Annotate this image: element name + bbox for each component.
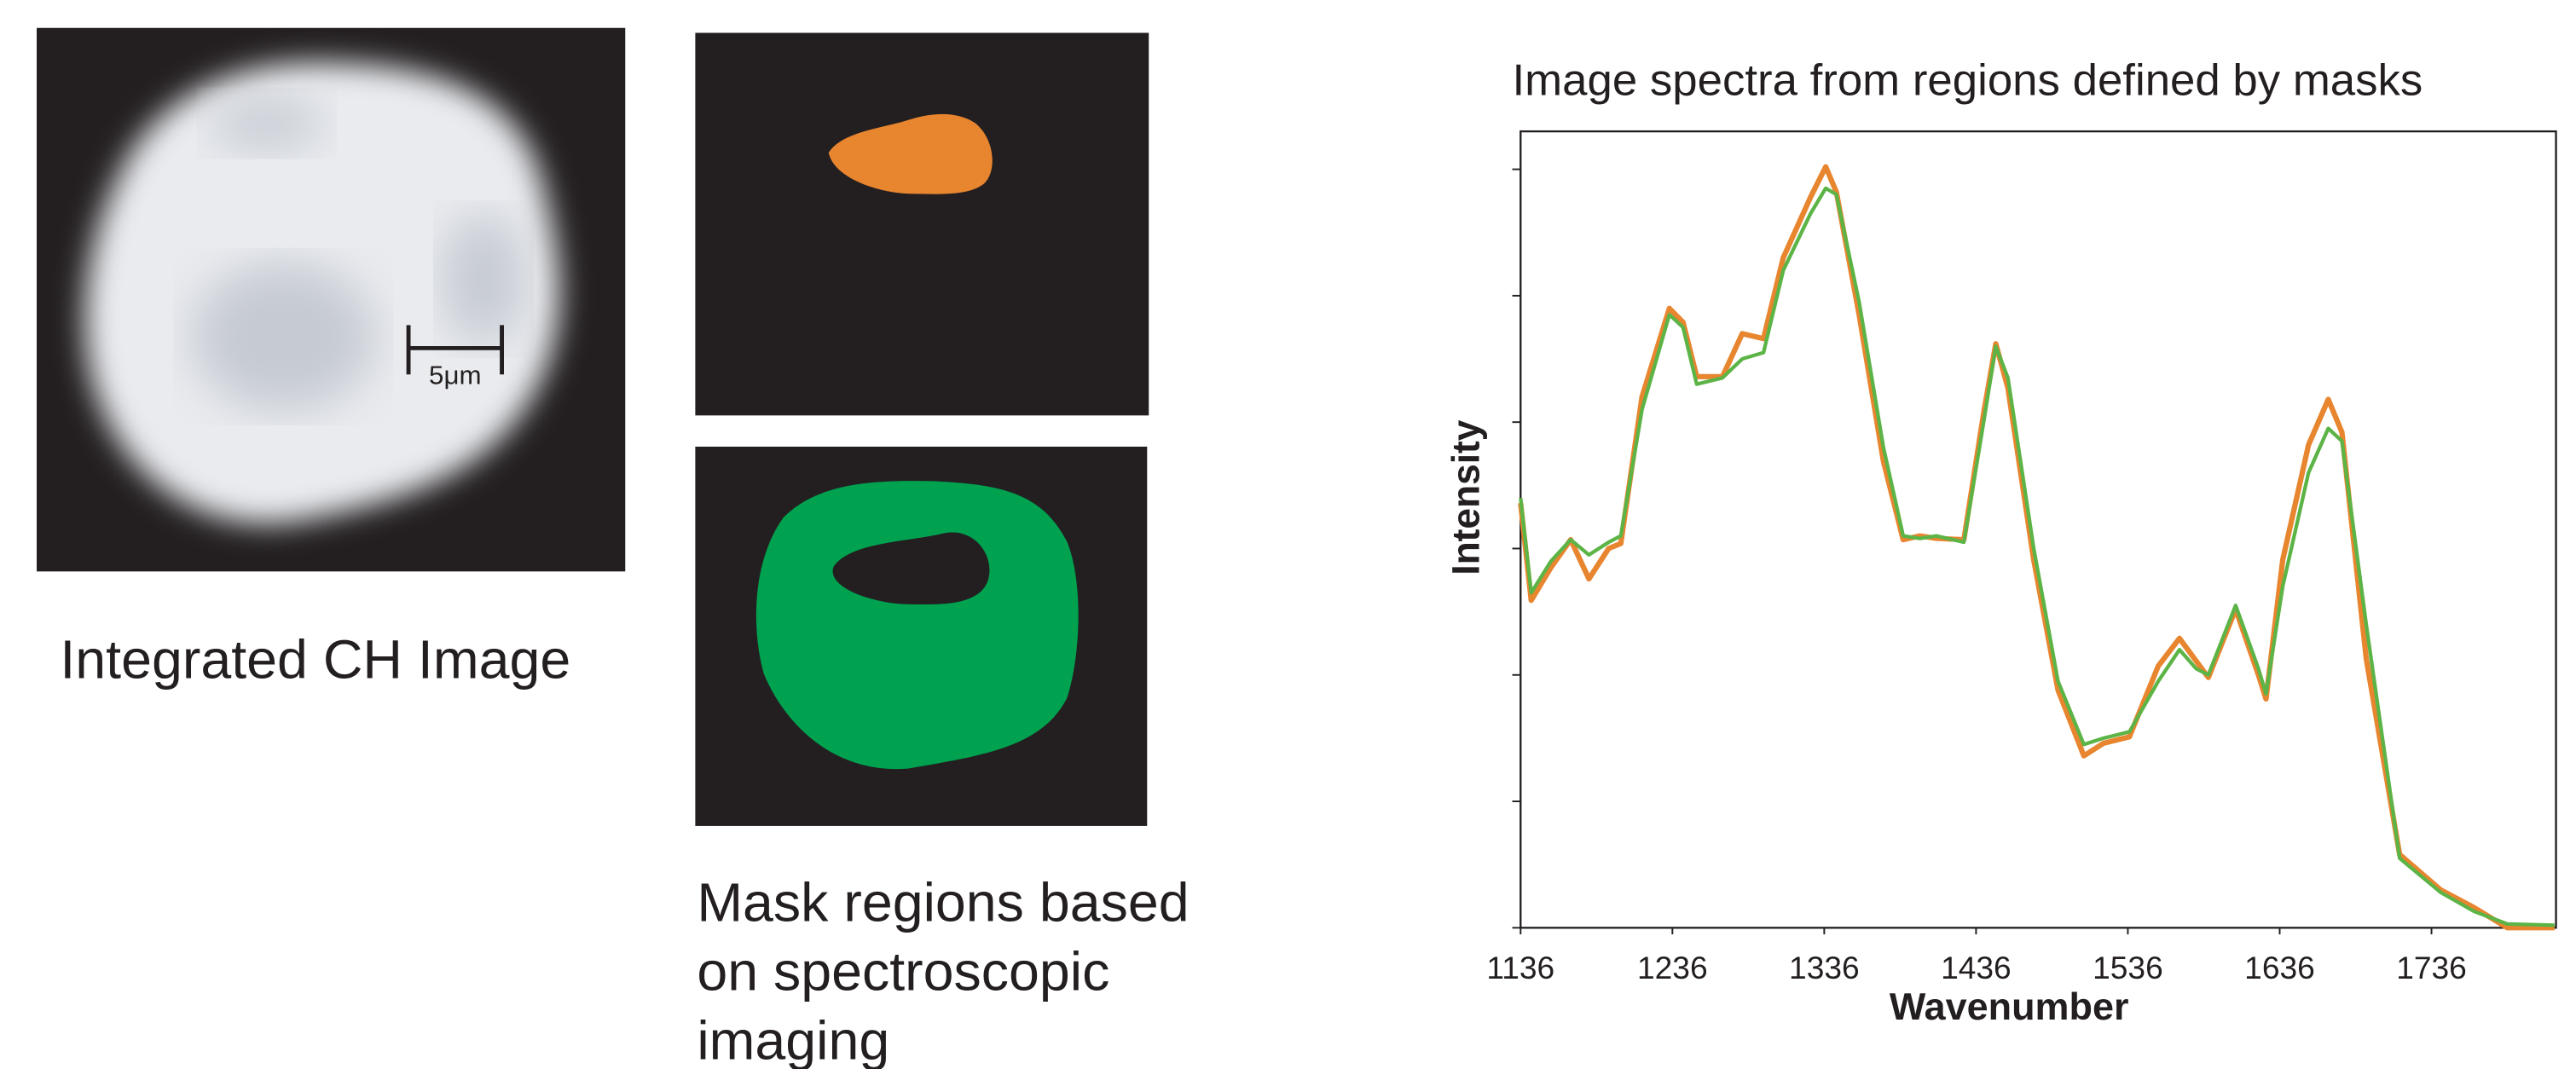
mask-label: imaging xyxy=(697,1010,889,1069)
cell-shade xyxy=(442,213,525,345)
mask-background xyxy=(695,32,1149,416)
x-tick-label: 1336 xyxy=(1789,951,1860,985)
image-label: Integrated CH Image xyxy=(60,629,570,690)
plot-frame xyxy=(1520,130,2557,929)
x-tick-label: 1536 xyxy=(2093,951,2163,985)
spectrum-line xyxy=(1518,164,2555,931)
x-tick-label: 1736 xyxy=(2396,951,2467,985)
scale-bar-label: 5μm xyxy=(429,361,481,390)
mask-label: on spectroscopic xyxy=(697,941,1109,1002)
ch-image-panel: 5μm Integrated CH Image xyxy=(37,27,626,690)
mask-label: Mask regions based xyxy=(697,872,1189,933)
x-axis-label: Wavenumber xyxy=(1890,987,2129,1029)
x-tick-label: 1436 xyxy=(1941,951,2012,985)
chart-title: Image spectra from regions defined by ma… xyxy=(1512,56,2423,106)
cell-shade xyxy=(191,263,375,411)
scale-bar xyxy=(406,325,505,375)
mask-panels: Mask regions based on spectroscopic imag… xyxy=(695,32,1190,1069)
cell-shade xyxy=(208,93,326,153)
x-tick-label: 1136 xyxy=(1486,951,1554,985)
green-mask xyxy=(755,481,1079,770)
chart: Image spectra from regions defined by ma… xyxy=(1445,56,2557,1029)
x-tick-label: 1636 xyxy=(2244,951,2315,985)
y-axis-label: Intensity xyxy=(1445,419,1487,575)
spectrum-line xyxy=(1519,186,2555,927)
orange-mask xyxy=(828,113,993,194)
x-tick-label: 1236 xyxy=(1637,951,1708,985)
